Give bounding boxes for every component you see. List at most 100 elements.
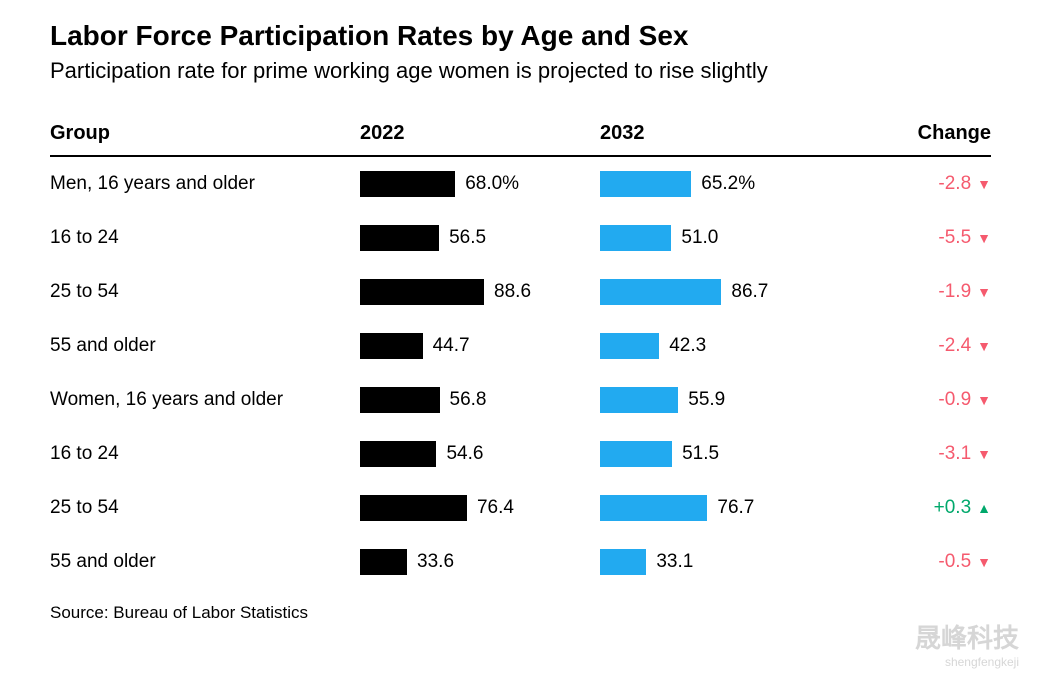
value-2022: 68.0% xyxy=(465,173,519,195)
chart-title: Labor Force Participation Rates by Age a… xyxy=(50,20,991,52)
value-2032: 65.2% xyxy=(701,173,755,195)
change-value: +0.3 xyxy=(934,497,972,519)
change-value: -1.9 xyxy=(938,281,971,303)
table-row: Women, 16 years and older 56.8 55.9 -0.9 ▼ xyxy=(50,373,991,427)
bar-2032 xyxy=(600,441,672,467)
group-label: Men, 16 years and older xyxy=(50,156,360,211)
cell-change: -2.8 ▼ xyxy=(840,156,991,211)
triangle-up-icon: ▲ xyxy=(977,500,991,516)
group-label: 55 and older xyxy=(50,319,360,373)
cell-2022: 76.4 xyxy=(360,481,600,535)
watermark-cn: 晟峰科技 xyxy=(915,623,1019,654)
bar-2032 xyxy=(600,495,707,521)
col-header-2032: 2032 xyxy=(600,114,840,156)
bar-2032 xyxy=(600,387,678,413)
value-2022: 76.4 xyxy=(477,497,514,519)
group-label: 25 to 54 xyxy=(50,481,360,535)
change-value: -0.5 xyxy=(938,551,971,573)
cell-2032: 42.3 xyxy=(600,319,840,373)
value-2022: 56.8 xyxy=(450,389,487,411)
table-row: Men, 16 years and older 68.0% 65.2% -2.8 ▼ xyxy=(50,156,991,211)
value-2032: 86.7 xyxy=(731,281,768,303)
change-value: -2.8 xyxy=(938,173,971,195)
chart-container: Labor Force Participation Rates by Age a… xyxy=(0,0,1041,643)
value-2022: 44.7 xyxy=(433,335,470,357)
chart-subtitle: Participation rate for prime working age… xyxy=(50,58,991,84)
value-2022: 56.5 xyxy=(449,227,486,249)
source-text: Source: Bureau of Labor Statistics xyxy=(50,603,991,623)
change-value: -5.5 xyxy=(938,227,971,249)
bar-2022 xyxy=(360,549,407,575)
cell-change: -0.9 ▼ xyxy=(840,373,991,427)
group-label: 16 to 24 xyxy=(50,427,360,481)
table-row: 55 and older 33.6 33.1 -0.5 ▼ xyxy=(50,535,991,589)
bar-2022 xyxy=(360,495,467,521)
cell-2022: 88.6 xyxy=(360,265,600,319)
table-row: 16 to 24 54.6 51.5 -3.1 ▼ xyxy=(50,427,991,481)
watermark: 晟峰科技 shengfengkeji xyxy=(915,623,1019,669)
change-value: -0.9 xyxy=(938,389,971,411)
group-label: 55 and older xyxy=(50,535,360,589)
cell-2032: 55.9 xyxy=(600,373,840,427)
cell-change: -5.5 ▼ xyxy=(840,211,991,265)
cell-change: -2.4 ▼ xyxy=(840,319,991,373)
group-label: 25 to 54 xyxy=(50,265,360,319)
cell-2022: 44.7 xyxy=(360,319,600,373)
bar-2032 xyxy=(600,171,691,197)
table-row: 25 to 54 88.6 86.7 -1.9 ▼ xyxy=(50,265,991,319)
group-label: 16 to 24 xyxy=(50,211,360,265)
bar-2022 xyxy=(360,225,439,251)
bar-2022 xyxy=(360,387,440,413)
cell-2032: 51.5 xyxy=(600,427,840,481)
data-table: Group 2022 2032 Change Men, 16 years and… xyxy=(50,114,991,589)
bar-2032 xyxy=(600,549,646,575)
cell-change: -1.9 ▼ xyxy=(840,265,991,319)
bar-2022 xyxy=(360,171,455,197)
triangle-down-icon: ▼ xyxy=(977,446,991,462)
bar-2022 xyxy=(360,333,423,359)
value-2022: 54.6 xyxy=(446,443,483,465)
cell-2022: 33.6 xyxy=(360,535,600,589)
triangle-down-icon: ▼ xyxy=(977,284,991,300)
col-header-change: Change xyxy=(840,114,991,156)
triangle-down-icon: ▼ xyxy=(977,338,991,354)
value-2032: 51.0 xyxy=(681,227,718,249)
table-row: 25 to 54 76.4 76.7 +0.3 ▲ xyxy=(50,481,991,535)
change-value: -3.1 xyxy=(938,443,971,465)
cell-2022: 54.6 xyxy=(360,427,600,481)
bar-2032 xyxy=(600,279,721,305)
cell-2022: 56.8 xyxy=(360,373,600,427)
group-label: Women, 16 years and older xyxy=(50,373,360,427)
cell-change: -0.5 ▼ xyxy=(840,535,991,589)
cell-2032: 65.2% xyxy=(600,156,840,211)
bar-2022 xyxy=(360,279,484,305)
value-2022: 33.6 xyxy=(417,551,454,573)
cell-2022: 68.0% xyxy=(360,156,600,211)
triangle-down-icon: ▼ xyxy=(977,176,991,192)
value-2032: 51.5 xyxy=(682,443,719,465)
cell-2022: 56.5 xyxy=(360,211,600,265)
table-row: 16 to 24 56.5 51.0 -5.5 ▼ xyxy=(50,211,991,265)
cell-change: -3.1 ▼ xyxy=(840,427,991,481)
value-2032: 76.7 xyxy=(717,497,754,519)
col-header-2022: 2022 xyxy=(360,114,600,156)
value-2022: 88.6 xyxy=(494,281,531,303)
bar-2032 xyxy=(600,333,659,359)
triangle-down-icon: ▼ xyxy=(977,554,991,570)
triangle-down-icon: ▼ xyxy=(977,392,991,408)
cell-2032: 76.7 xyxy=(600,481,840,535)
cell-2032: 33.1 xyxy=(600,535,840,589)
cell-change: +0.3 ▲ xyxy=(840,481,991,535)
col-header-group: Group xyxy=(50,114,360,156)
value-2032: 42.3 xyxy=(669,335,706,357)
value-2032: 33.1 xyxy=(656,551,693,573)
table-row: 55 and older 44.7 42.3 -2.4 ▼ xyxy=(50,319,991,373)
bar-2032 xyxy=(600,225,671,251)
value-2032: 55.9 xyxy=(688,389,725,411)
watermark-en: shengfengkeji xyxy=(915,655,1019,669)
change-value: -2.4 xyxy=(938,335,971,357)
cell-2032: 86.7 xyxy=(600,265,840,319)
table-header-row: Group 2022 2032 Change xyxy=(50,114,991,156)
triangle-down-icon: ▼ xyxy=(977,230,991,246)
bar-2022 xyxy=(360,441,436,467)
